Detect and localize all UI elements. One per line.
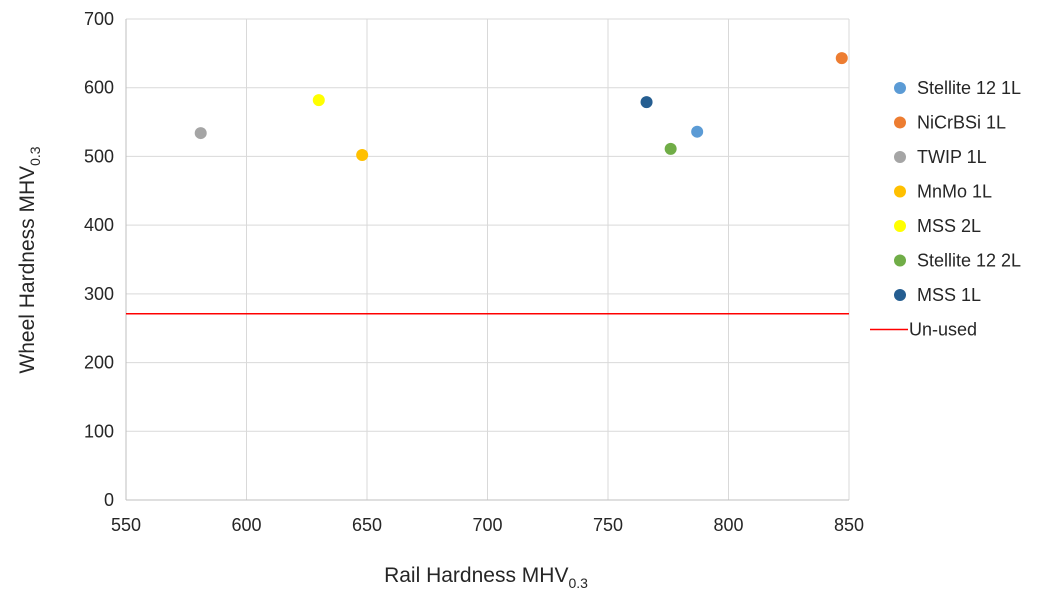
legend-label: MSS 1L bbox=[917, 285, 981, 305]
legend-marker bbox=[894, 185, 906, 198]
grid bbox=[126, 18, 850, 500]
x-tick-label: 550 bbox=[111, 515, 141, 535]
x-tick-label: 700 bbox=[472, 515, 502, 535]
tick-labels: 0 100 200 300 400 500 600 700 550 600 650 700 750 800… bbox=[84, 9, 864, 535]
x-tick-label: 800 bbox=[713, 515, 743, 535]
y-tick-label: 0 bbox=[104, 490, 114, 510]
legend-marker bbox=[894, 254, 906, 267]
y-axis-title: Wheel Hardness MHV0.3 bbox=[16, 146, 43, 373]
data-point[interactable] bbox=[691, 125, 704, 138]
x-tick-label: 850 bbox=[834, 515, 864, 535]
x-axis-title: Rail Hardness MHV0.3 bbox=[384, 564, 588, 591]
data-points bbox=[194, 52, 848, 162]
y-tick-label: 200 bbox=[84, 353, 114, 373]
axes bbox=[125, 19, 849, 501]
legend-label: TWIP 1L bbox=[917, 147, 987, 167]
y-tick-label: 500 bbox=[84, 146, 114, 166]
legend-marker bbox=[894, 82, 906, 94]
x-tick-label: 750 bbox=[593, 515, 623, 535]
data-point[interactable] bbox=[640, 96, 653, 109]
y-tick-label: 400 bbox=[84, 215, 114, 235]
data-point[interactable] bbox=[664, 142, 677, 155]
x-tick-label: 650 bbox=[352, 515, 382, 535]
legend-label: Stellite 12 1L bbox=[917, 78, 1021, 98]
y-tick-label: 100 bbox=[84, 421, 114, 441]
legend-marker bbox=[894, 116, 906, 129]
data-point[interactable] bbox=[194, 127, 207, 140]
legend[interactable]: Stellite 12 1L NiCrBSi 1L TWIP 1L MnMo 1L MS… bbox=[870, 78, 1021, 340]
legend-label: MnMo 1L bbox=[917, 182, 992, 202]
x-tick-label: 600 bbox=[231, 515, 261, 535]
y-tick-label: 600 bbox=[84, 78, 114, 98]
legend-label: Stellite 12 2L bbox=[917, 251, 1021, 271]
legend-marker bbox=[894, 220, 906, 232]
data-point[interactable] bbox=[356, 149, 369, 162]
legend-marker bbox=[894, 289, 906, 301]
y-tick-label: 700 bbox=[84, 9, 114, 29]
data-point[interactable] bbox=[312, 94, 325, 107]
legend-label: MSS 2L bbox=[917, 216, 981, 236]
legend-label: NiCrBSi 1L bbox=[917, 113, 1006, 133]
y-tick-label: 300 bbox=[84, 284, 114, 304]
legend-label: Un-used bbox=[909, 320, 977, 340]
legend-marker bbox=[894, 151, 906, 163]
data-point[interactable] bbox=[835, 52, 848, 65]
